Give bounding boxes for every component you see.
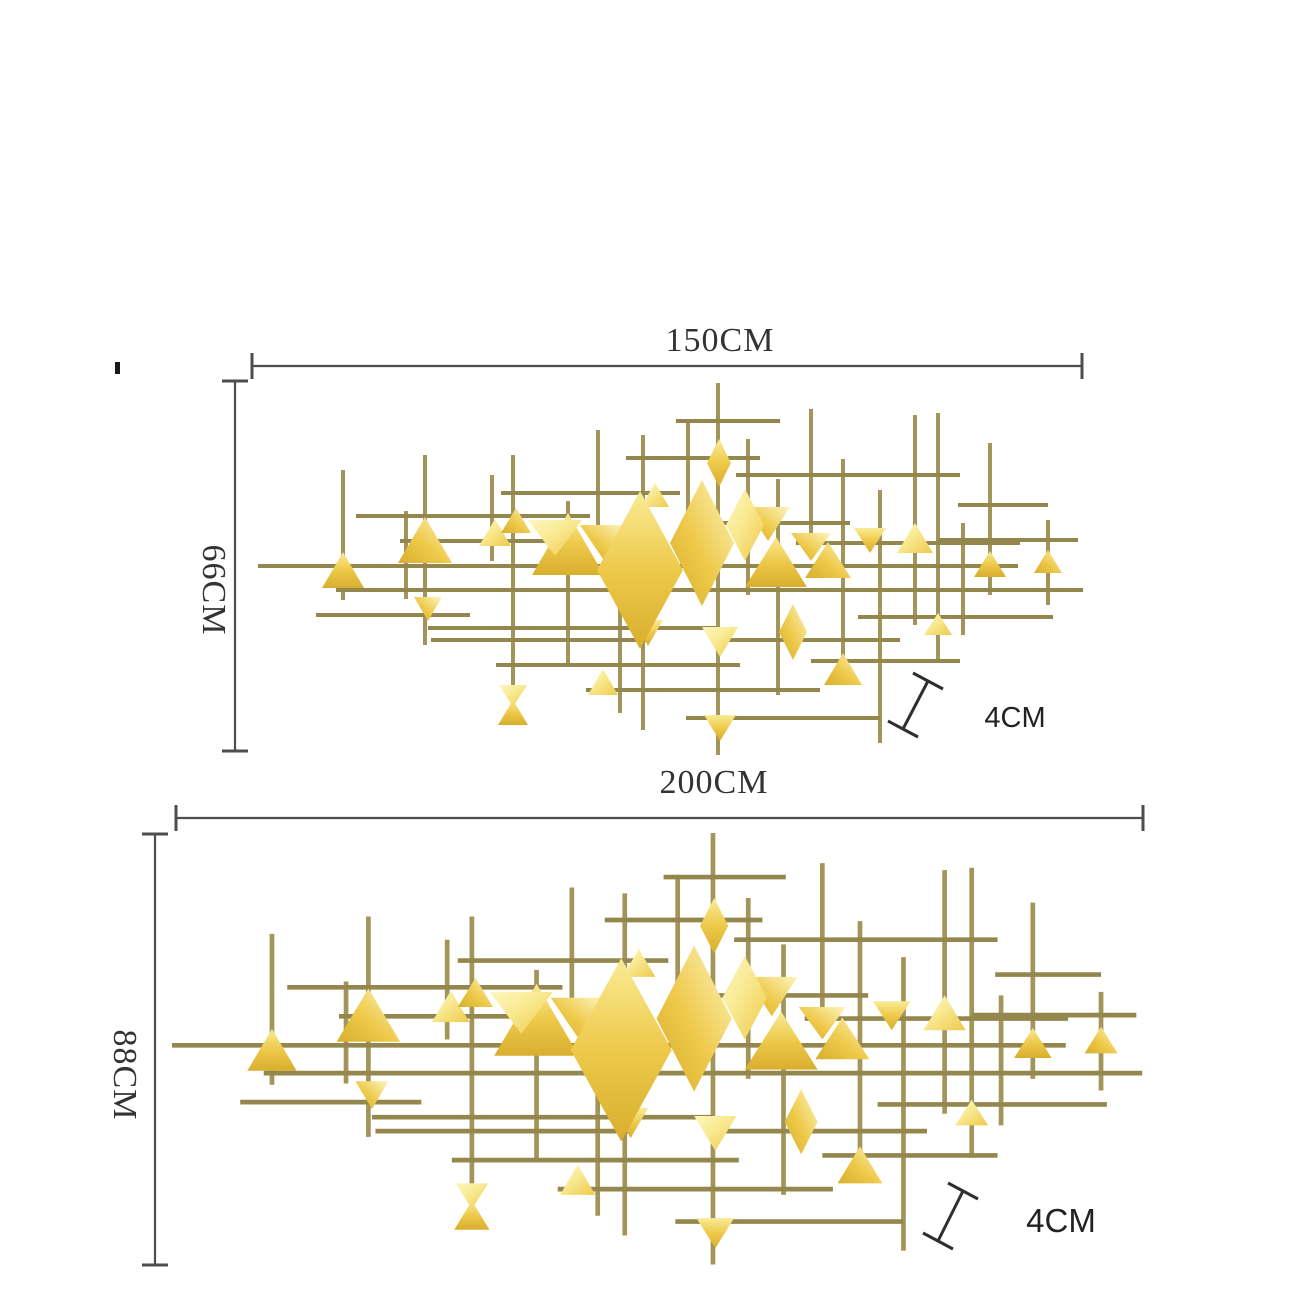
depth-line: [936, 1190, 965, 1242]
depth-cap: [947, 1181, 979, 1201]
wall-art-150: [256, 381, 1085, 757]
depth-cap: [887, 719, 919, 739]
depth-dimension-label-top: 4CM: [984, 702, 1045, 734]
height-dimension-label-bottom: 88CM: [106, 1030, 143, 1121]
depth-indicator-bottom: 4CM: [922, 1181, 1096, 1251]
depth-indicator-top: 4CM: [887, 671, 1046, 739]
depth-cap: [912, 671, 944, 691]
depth-dimension-label-bottom: 4CM: [1026, 1202, 1096, 1239]
diagram-200cm: 200CM 88CM 4CM: [106, 764, 1143, 1265]
width-dimension-label-bottom: 200CM: [660, 764, 769, 801]
diagram-150cm: 150CM 66CM 4CM: [195, 322, 1085, 757]
stray-mark: [115, 362, 120, 374]
depth-cap: [922, 1231, 954, 1251]
depth-line: [901, 680, 930, 730]
wall-art-200: [172, 833, 1142, 1265]
height-dimension-label-top: 66CM: [195, 545, 232, 636]
width-dimension-label-top: 150CM: [666, 322, 775, 359]
